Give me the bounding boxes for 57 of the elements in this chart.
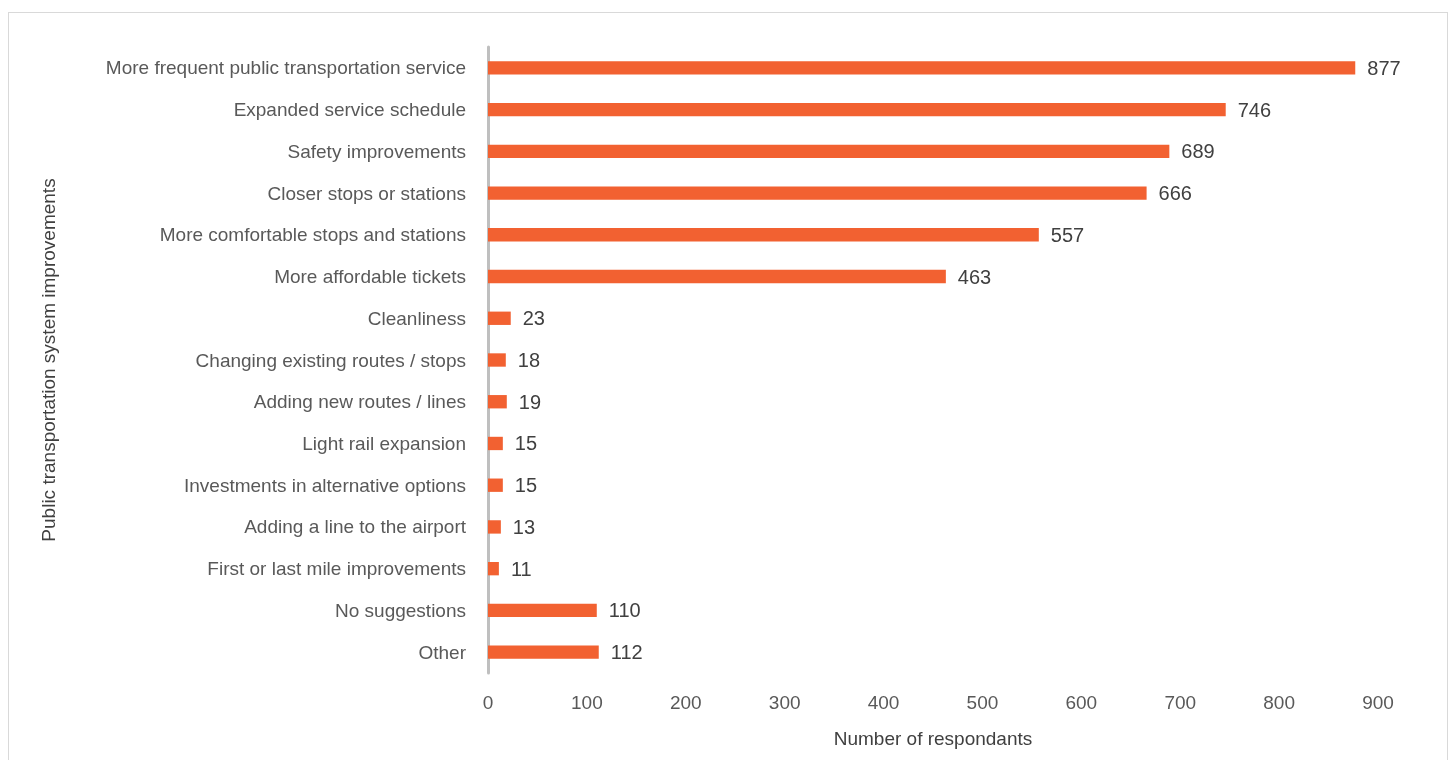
x-tick-label: 400 xyxy=(867,692,900,713)
y-tick-label: Investments in alternative options xyxy=(184,474,466,496)
y-tick-label: Cleanliness xyxy=(367,307,466,329)
bar xyxy=(488,228,1039,242)
x-tick-label: 0 xyxy=(482,692,494,713)
x-tick-label: 200 xyxy=(669,692,702,713)
bar xyxy=(488,144,1170,159)
bar xyxy=(488,436,503,451)
y-tick-label: Light rail expansion xyxy=(302,432,466,454)
bar xyxy=(488,269,946,284)
bar xyxy=(488,395,507,409)
bar xyxy=(488,520,501,534)
y-tick-label: Other xyxy=(418,641,467,663)
bar xyxy=(488,603,597,618)
data-label: 110 xyxy=(608,599,641,622)
data-label: 13 xyxy=(512,515,536,538)
y-tick-label: First or last mile improvements xyxy=(207,558,466,580)
bar xyxy=(488,561,499,576)
y-tick-label: Expanded service schedule xyxy=(233,99,466,121)
x-tick-label: 100 xyxy=(571,692,603,713)
y-tick-label: Closer stops or stations xyxy=(267,182,466,204)
data-label: 11 xyxy=(510,557,532,580)
y-tick-label: More comfortable stops and stations xyxy=(159,224,466,246)
data-label: 746 xyxy=(1237,98,1272,121)
x-tick-label: 800 xyxy=(1263,692,1295,713)
x-tick-label: 900 xyxy=(1362,692,1394,713)
data-label: 19 xyxy=(518,390,542,413)
y-tick-label: More affordable tickets xyxy=(274,266,466,288)
bar xyxy=(488,102,1226,117)
data-label: 463 xyxy=(957,265,992,288)
x-tick-label: 300 xyxy=(768,692,801,713)
data-label: 23 xyxy=(522,307,545,330)
y-tick-label: No suggestions xyxy=(335,599,466,621)
x-tick-label: 500 xyxy=(966,692,999,713)
data-label: 15 xyxy=(514,474,538,497)
data-label: 557 xyxy=(1050,223,1085,246)
bar xyxy=(488,186,1147,200)
data-label: 15 xyxy=(514,432,538,455)
bar xyxy=(488,478,503,492)
y-tick-label: Safety improvements xyxy=(287,140,466,162)
data-label: 666 xyxy=(1158,182,1192,205)
x-tick-label: 700 xyxy=(1164,692,1197,713)
x-tick-label: 600 xyxy=(1065,692,1098,713)
bar xyxy=(488,61,1356,75)
bar xyxy=(488,353,506,367)
data-label: 877 xyxy=(1367,56,1401,79)
y-axis-title: Public transportation system improvements xyxy=(38,178,59,542)
y-tick-label: Changing existing routes / stops xyxy=(195,349,466,371)
data-label: 689 xyxy=(1181,140,1215,163)
data-label: 112 xyxy=(610,641,643,664)
bar xyxy=(488,645,599,659)
x-axis-title: Number of respondants xyxy=(833,728,1033,749)
y-tick-label: Adding new routes / lines xyxy=(253,391,466,413)
y-tick-label: Adding a line to the airport xyxy=(244,516,467,538)
data-label: 18 xyxy=(517,349,541,371)
bar xyxy=(488,311,511,325)
y-tick-label: More frequent public transportation service xyxy=(105,57,466,79)
